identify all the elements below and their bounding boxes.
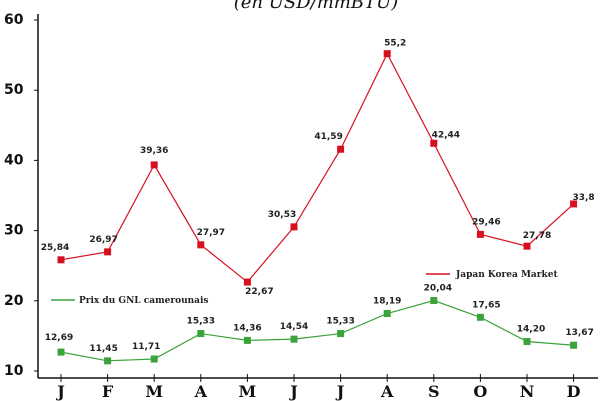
x-tick-label: A — [380, 382, 394, 401]
chart-subtitle: (en USD/mmBTU) — [234, 0, 399, 13]
x-tick-label: A — [194, 382, 208, 401]
y-axis: 60 50 40 30 20 10 — [4, 12, 39, 379]
data-point — [243, 278, 251, 286]
data-point — [337, 330, 345, 338]
x-tick-label: J — [335, 382, 345, 401]
data-point — [104, 248, 112, 256]
data-label: 30,53 — [268, 210, 296, 220]
data-point — [243, 336, 251, 344]
y-tick-label: 20 — [4, 293, 24, 309]
data-label: 11,45 — [89, 344, 117, 354]
data-point — [476, 313, 484, 321]
data-point — [570, 200, 578, 208]
data-label: 13,67 — [565, 328, 593, 338]
legend-label: Prix du GNL camerounais — [79, 296, 208, 306]
data-point — [57, 348, 65, 356]
x-tick-label: J — [55, 382, 65, 401]
legend-label: Japan Korea Market — [455, 270, 558, 280]
x-tick-label: F — [102, 382, 114, 401]
y-tick-label: 50 — [4, 82, 24, 98]
y-tick-label: 10 — [4, 363, 24, 379]
data-point — [523, 242, 531, 250]
data-point — [290, 223, 298, 231]
x-tick-label: M — [239, 382, 257, 401]
legend: Japan Korea Market Prix du GNL camerounai… — [51, 270, 558, 306]
data-label: 29,46 — [472, 217, 500, 227]
series-line-japan-korea — [60, 52, 575, 283]
x-tick-label: N — [520, 382, 535, 401]
data-point — [523, 338, 531, 346]
data-label: 26,97 — [89, 235, 117, 245]
data-label: 33,8 — [572, 193, 594, 203]
data-point — [570, 341, 578, 349]
data-label: 15,33 — [187, 317, 215, 327]
x-tick-label: M — [145, 382, 163, 401]
data-label: 27,78 — [523, 231, 551, 241]
data-point — [383, 50, 391, 58]
data-label: 11,71 — [132, 342, 160, 352]
data-label: 14,36 — [233, 323, 261, 333]
data-label: 17,65 — [472, 300, 500, 310]
data-point — [197, 330, 205, 338]
data-label: 12,69 — [45, 333, 73, 343]
data-point — [476, 230, 484, 238]
data-label: 18,19 — [373, 297, 401, 307]
data-label: 42,44 — [432, 130, 460, 140]
data-label: 15,33 — [326, 317, 354, 327]
data-label: 22,67 — [245, 287, 273, 297]
y-tick-label: 30 — [4, 223, 24, 239]
x-tick-label: D — [567, 382, 581, 401]
data-label: 55,2 — [384, 39, 406, 49]
data-label: 41,59 — [314, 132, 342, 142]
data-point — [430, 139, 438, 147]
data-point — [290, 335, 298, 343]
y-tick-label: 60 — [4, 12, 24, 28]
y-tick-label: 40 — [4, 152, 24, 168]
data-point — [104, 357, 112, 365]
series-line-gnl-cameroun — [60, 299, 574, 362]
x-tick-label: O — [473, 382, 487, 401]
data-point — [383, 310, 391, 318]
data-label: 39,36 — [140, 146, 168, 156]
data-point — [57, 256, 65, 264]
x-tick-label: S — [428, 382, 440, 401]
data-label: 14,20 — [517, 325, 545, 335]
data-point — [337, 145, 345, 153]
data-point — [197, 241, 205, 249]
series-layer: 25,84 26,97 39,36 27,97 22,67 30,53 41,59 55,2 4… — [41, 39, 595, 365]
x-tick-label: J — [288, 382, 298, 401]
data-label: 14,54 — [280, 322, 308, 332]
data-label: 27,97 — [197, 228, 225, 238]
data-label: 25,84 — [41, 243, 69, 253]
data-point — [430, 297, 438, 305]
data-label: 20,04 — [424, 284, 452, 294]
data-point — [150, 161, 158, 169]
data-point — [150, 355, 158, 363]
